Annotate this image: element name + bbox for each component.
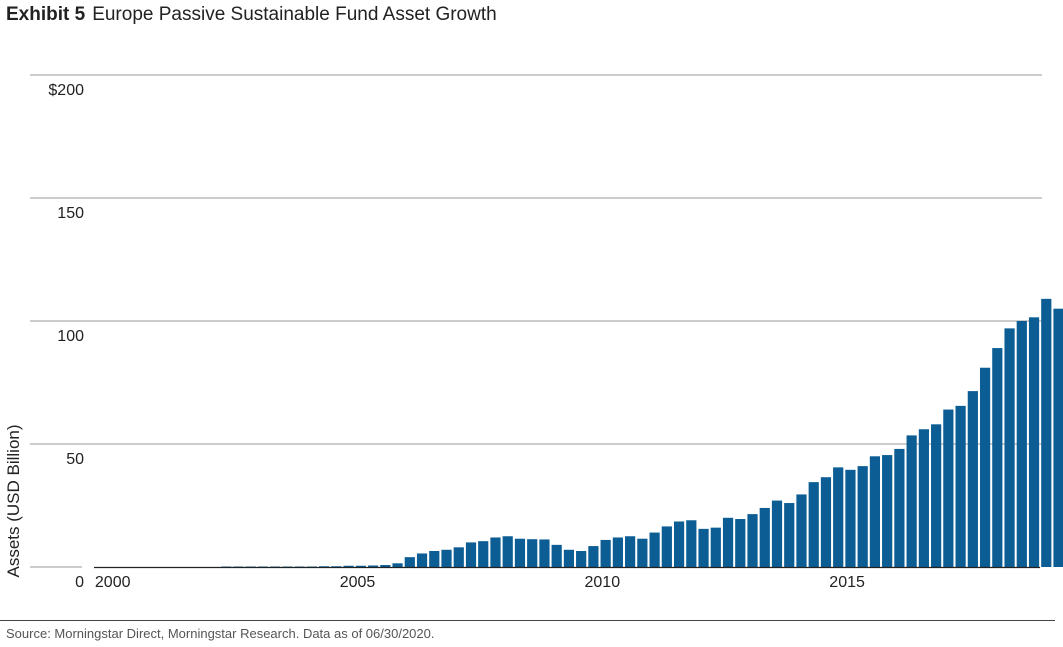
x-tick-label: 2010 (585, 574, 621, 591)
bar (392, 563, 403, 567)
bar (465, 542, 477, 567)
bar (490, 537, 501, 567)
bar (649, 532, 660, 567)
bar (894, 448, 905, 567)
bar (551, 544, 562, 567)
bar (1028, 317, 1040, 567)
bar (955, 405, 966, 567)
bar (796, 494, 807, 567)
bar (416, 553, 428, 567)
source-note: Source: Morningstar Direct, Morningstar … (6, 626, 435, 641)
bar (710, 527, 721, 567)
bar (686, 520, 697, 567)
bar (539, 539, 550, 567)
x-tick-label: 2005 (340, 574, 376, 591)
y-tick-label: 150 (57, 205, 84, 222)
bar (771, 500, 783, 567)
bar (588, 546, 599, 567)
bar (367, 565, 379, 567)
bar (478, 541, 489, 567)
bar (698, 528, 709, 567)
bar (502, 536, 513, 567)
y-tick-label: 100 (57, 328, 84, 345)
chart-title-text: Europe Passive Sustainable Fund Asset Gr… (92, 4, 497, 25)
bar (319, 566, 330, 567)
bar (833, 467, 844, 567)
bar (869, 456, 881, 567)
bar (612, 537, 623, 567)
bar (637, 538, 648, 567)
bar (918, 429, 929, 567)
footer-divider (0, 620, 1055, 621)
y-tick-label: $200 (48, 82, 84, 99)
bar (808, 482, 819, 567)
y-tick-label: 50 (66, 451, 84, 468)
bar (722, 517, 734, 567)
bar (380, 565, 391, 567)
bar (404, 557, 415, 567)
bar (563, 549, 575, 567)
bar (331, 566, 342, 567)
y-tick-label: 0 (75, 574, 84, 591)
bar (661, 526, 672, 567)
bar (355, 565, 366, 567)
bar (967, 391, 978, 567)
bar (514, 538, 526, 567)
y-axis-label: Assets (USD Billion) (4, 424, 23, 577)
bar (673, 521, 685, 567)
bar (1053, 308, 1063, 567)
bar (992, 348, 1003, 567)
bar (735, 519, 746, 567)
bar (979, 367, 991, 567)
bar (845, 469, 856, 567)
x-tick-label: 2000 (95, 574, 131, 591)
bar (759, 507, 770, 567)
bar (820, 477, 832, 567)
bar (1041, 298, 1052, 567)
bar (429, 551, 440, 567)
bar (441, 549, 452, 567)
bar (343, 565, 354, 567)
bar (747, 514, 758, 567)
bar (576, 551, 587, 567)
chart-title: Exhibit 5 Europe Passive Sustainable Fund… (6, 4, 497, 26)
bar (784, 503, 795, 567)
bar (625, 536, 636, 567)
bar (882, 455, 893, 567)
exhibit-label: Exhibit 5 (6, 4, 86, 25)
bar (857, 466, 868, 567)
bar-chart: Assets (USD Billion) 0 50 100 150 $200 2000 200… (4, 74, 1063, 591)
bar (943, 409, 954, 567)
bar (453, 547, 464, 567)
bar (600, 539, 611, 567)
bar (906, 435, 917, 567)
x-tick-label: 2015 (829, 574, 865, 591)
bar (1004, 328, 1015, 567)
bar (931, 424, 942, 567)
bar (1016, 321, 1027, 567)
bar (527, 539, 538, 567)
